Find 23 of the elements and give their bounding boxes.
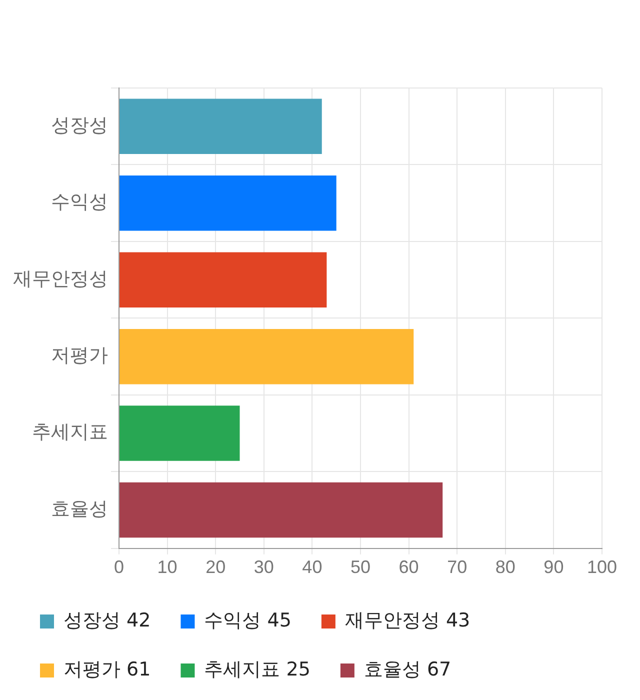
- x-tick-label: 90: [544, 557, 564, 578]
- legend-label: 재무안정성 43: [344, 609, 470, 632]
- y-tick-label: 성장성: [51, 114, 108, 136]
- x-tick-label: 60: [398, 557, 419, 578]
- x-tick-label: 100: [586, 557, 618, 578]
- legend-label: 성장성 42: [64, 609, 151, 632]
- legend-label: 효율성 67: [364, 658, 452, 680]
- x-tick-label: 20: [206, 557, 226, 578]
- x-tick-label: 10: [157, 557, 178, 578]
- y-tick-label: 수익성: [51, 191, 108, 214]
- x-tick-label: 50: [350, 557, 371, 578]
- x-tick-label: 0: [114, 557, 124, 578]
- y-tick-label: 효율성: [51, 498, 108, 520]
- x-tick-label: 40: [302, 557, 322, 578]
- x-tick-label: 70: [447, 557, 468, 578]
- y-tick-label: 추세지표: [32, 421, 108, 444]
- legend-label: 수익성 45: [204, 609, 292, 632]
- x-tick-label: 80: [495, 557, 516, 578]
- x-tick-label: 30: [254, 557, 274, 578]
- legend-label: 추세지표 25: [204, 658, 310, 680]
- y-tick-label: 재무안정성: [13, 268, 108, 290]
- legend-label: 저평가 61: [64, 658, 151, 680]
- y-tick-label: 저평가: [51, 344, 108, 367]
